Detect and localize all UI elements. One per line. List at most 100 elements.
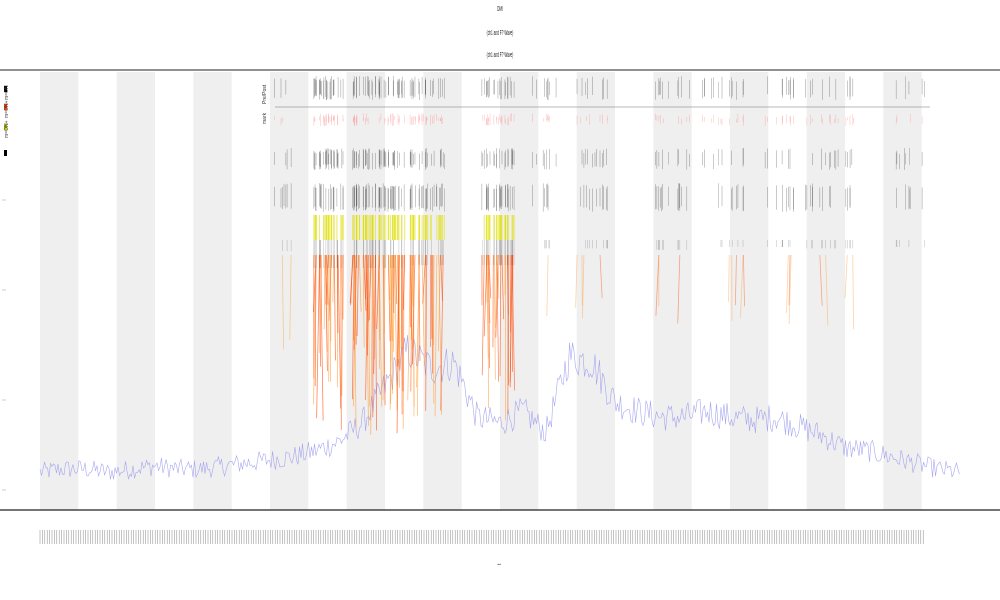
activity-streak [336,254,339,334]
activity-streak [352,254,355,400]
legend-swatch [4,86,7,92]
activity-streak [410,254,413,392]
activity-streak [728,254,730,302]
activity-streak [788,254,792,325]
shaded-band [730,72,769,510]
activity-streak [367,254,371,407]
activity-streak [320,254,324,421]
activity-streak [422,254,426,304]
activity-streak [313,254,317,405]
activity-streak [740,254,744,318]
legend-entry-1: m=ON [4,85,10,100]
activity-streak [376,254,380,330]
activity-streak [844,254,848,299]
activity-streak [440,254,444,411]
activity-streak [373,254,376,374]
activity-streak [324,254,328,372]
activity-streak [384,254,386,335]
activity-streak [340,254,343,316]
activity-streak [370,254,374,435]
activity-streak [329,254,331,382]
shaded-band [653,72,692,510]
activity-streak [394,254,398,411]
activity-streak [825,254,829,326]
chart-title-line-1: DMI [497,6,503,13]
activity-streak [356,254,359,336]
activity-streak [396,254,400,434]
activity-streak [488,254,490,369]
row-label-mark: mark [262,112,268,124]
activity-streak [390,254,393,361]
activity-streak [575,254,578,308]
activity-streak [392,254,395,313]
chart-title-line-2: (ch1 and F? Wave) [486,30,514,37]
activity-streak [496,254,500,382]
activity-streak [509,254,512,388]
activity-streak [493,254,496,380]
activity-streak [289,254,292,340]
activity-streak [358,254,362,312]
activity-streak [349,254,354,304]
activity-streak [387,254,391,342]
activity-streak [389,254,393,341]
activity-streak [495,254,498,328]
activity-streak [734,254,737,306]
activity-streak [677,254,681,324]
legend-entry-3: m=ON+ [4,120,10,138]
activity-streak [382,254,385,401]
legend-swatch [4,124,7,130]
activity-streak [501,254,505,320]
activity-streak [434,254,438,417]
activity-streak [323,254,326,330]
activity-streak [337,254,342,409]
activity-streak [786,254,789,313]
activity-streak [316,254,320,419]
activity-streak [742,254,745,307]
activity-streak [416,254,420,388]
activity-streak [353,254,357,429]
activity-streak [440,254,443,301]
activity-streak [365,254,369,401]
shaded-band [116,72,155,510]
activity-streak [362,254,365,348]
shaded-band [806,72,845,510]
activity-streak [582,254,585,319]
activity-streak [655,254,660,316]
activity-streak [395,254,398,305]
shaded-band [40,72,79,510]
legend-swatch [4,104,7,110]
activity-streak [318,254,321,367]
legend-entry-2: m=ON+ [4,100,10,118]
activity-streak [365,254,367,300]
activity-streak [425,254,427,411]
activity-streak [499,254,502,377]
x-axis-label: t [497,563,503,565]
row-label-pre-post: Pre/Post [262,84,268,104]
activity-streak [483,254,488,337]
activity-streak [363,254,367,311]
activity-streak [599,254,603,299]
legend-swatch [4,150,7,156]
activity-streak [314,254,317,386]
activity-streak [374,254,377,431]
shaded-band [193,72,232,510]
activity-streak [546,254,549,317]
shaded-band [500,72,539,510]
activity-streak [333,254,336,361]
activity-streak [421,254,425,366]
activity-streak [788,254,791,306]
activity-streak [325,254,329,305]
activity-streak [332,254,335,302]
activity-streak [388,254,391,300]
chart-title-line-3: (ch1 and F? Wave) [486,52,514,59]
activity-streak [430,254,433,340]
activity-streak [852,254,854,330]
activity-streak [819,254,823,306]
activity-streak [281,254,285,350]
shaded-band [883,72,922,510]
shaded-band [270,72,309,510]
shaded-band [576,72,615,510]
activity-streak [481,254,485,376]
